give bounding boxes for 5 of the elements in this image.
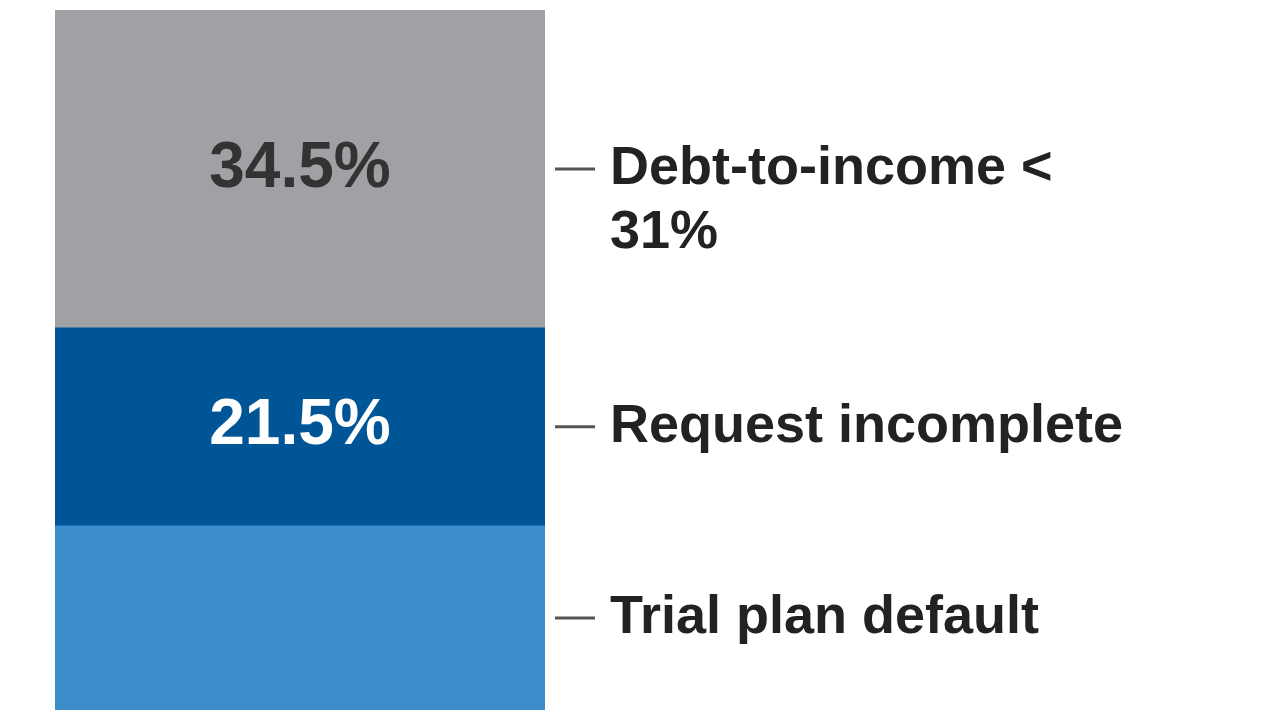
series-label: Trial plan default [610, 583, 1040, 644]
series-label: Request incomplete [610, 392, 1124, 453]
data-label: 21.5% [209, 386, 391, 459]
data-label: 34.5% [209, 128, 391, 201]
series-label: Debt-to-income < 31% [610, 134, 1053, 259]
